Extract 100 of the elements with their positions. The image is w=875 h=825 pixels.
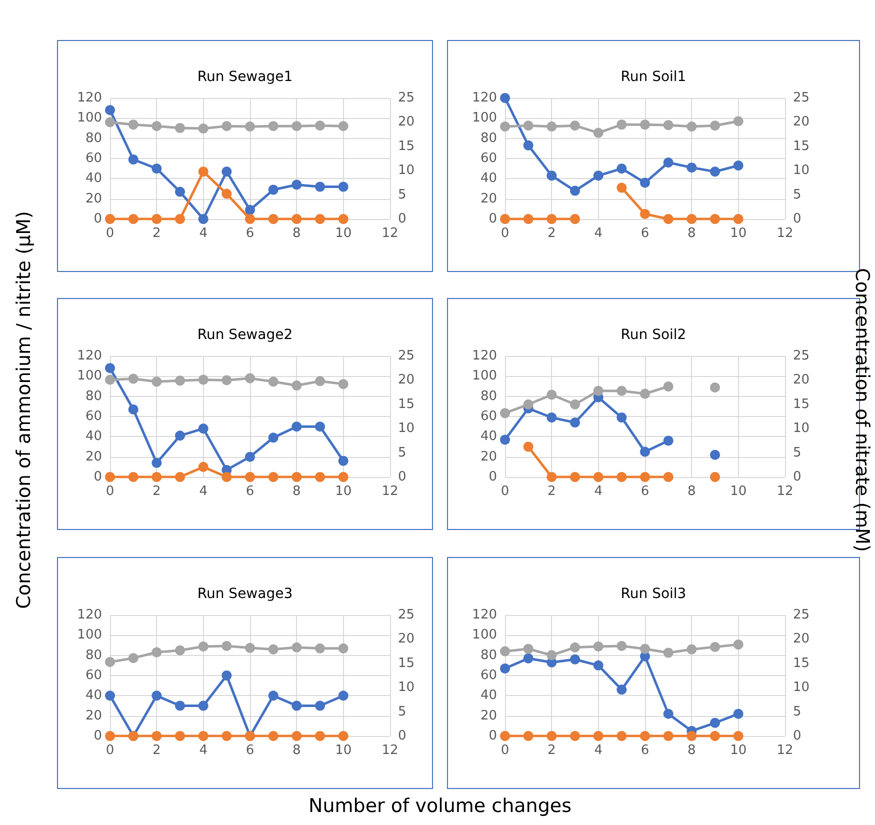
point <box>245 452 255 462</box>
y-tick-label: 0 <box>488 728 497 744</box>
y-tick-label: 60 <box>85 409 102 424</box>
point <box>222 188 232 199</box>
point <box>152 647 162 658</box>
point <box>593 170 604 181</box>
point <box>105 105 115 116</box>
y-tick-label: 40 <box>480 688 497 704</box>
point <box>175 376 185 386</box>
point <box>292 180 302 190</box>
point <box>338 731 348 741</box>
point <box>686 162 697 173</box>
y-tick-label: 20 <box>480 708 497 724</box>
point <box>500 434 510 445</box>
point <box>198 166 208 177</box>
point <box>616 182 627 193</box>
point <box>152 121 162 132</box>
y2-tick-label: 0 <box>398 470 406 484</box>
point <box>268 432 278 443</box>
point <box>686 122 697 132</box>
point <box>686 214 697 224</box>
point <box>593 128 604 138</box>
x-tick-label: 4 <box>594 743 602 758</box>
point <box>523 399 534 410</box>
y-tick-label: 60 <box>480 151 497 166</box>
x-tick-label: 12 <box>382 226 398 241</box>
point <box>105 214 115 224</box>
point <box>315 182 325 192</box>
y2-tick-label: 10 <box>398 421 415 436</box>
chart-title: Run Soil2 <box>620 327 686 343</box>
y-tick-label: 100 <box>472 110 497 126</box>
x-tick-label: 0 <box>500 484 510 499</box>
point <box>663 381 674 392</box>
point <box>245 204 255 215</box>
point <box>245 214 255 224</box>
x-tick-label: 6 <box>640 484 650 499</box>
point <box>315 120 325 131</box>
y-tick-label: 0 <box>488 212 497 226</box>
point <box>663 120 674 130</box>
point <box>222 121 232 132</box>
point <box>616 412 627 423</box>
point <box>616 684 627 695</box>
point <box>222 375 232 386</box>
point <box>105 656 115 667</box>
point <box>500 646 510 656</box>
point <box>105 363 115 374</box>
point <box>338 456 348 466</box>
y-tick-label: 20 <box>85 449 102 464</box>
x-tick-label: 6 <box>246 743 254 758</box>
y2-tick-label: 25 <box>398 348 415 364</box>
y-tick-label: 80 <box>480 648 497 663</box>
point <box>105 472 115 482</box>
point <box>338 182 348 192</box>
y2-tick-label: 15 <box>398 656 415 671</box>
y-tick-label: 80 <box>480 388 497 404</box>
point <box>593 660 604 670</box>
point <box>315 731 325 741</box>
point <box>315 700 325 711</box>
point <box>222 640 232 651</box>
point <box>222 472 232 482</box>
point <box>198 214 208 224</box>
point <box>268 214 278 224</box>
point <box>733 731 744 741</box>
point <box>546 472 557 482</box>
y2-tick-label: 20 <box>793 372 810 388</box>
y-tick-label: 80 <box>85 388 102 404</box>
point <box>268 644 278 654</box>
point <box>245 472 255 482</box>
point <box>570 186 580 196</box>
y2-tick-label: 0 <box>793 470 802 484</box>
point <box>710 472 720 482</box>
point <box>198 700 208 711</box>
point <box>152 458 162 468</box>
point <box>686 644 697 654</box>
x-tick-label: 6 <box>246 484 254 499</box>
x-tick-label: 2 <box>548 226 556 241</box>
y2-tick-label: 0 <box>793 728 802 744</box>
point <box>292 642 302 652</box>
point <box>268 690 278 701</box>
x-tick-label: 0 <box>500 226 510 241</box>
y-tick-label: 80 <box>480 130 497 146</box>
point <box>175 430 185 441</box>
point <box>570 214 580 224</box>
point <box>222 731 232 741</box>
y-tick-label: 0 <box>94 470 102 484</box>
x-tick-label: 2 <box>152 484 161 499</box>
point <box>128 120 138 130</box>
point <box>315 422 325 432</box>
point <box>500 93 510 103</box>
point <box>245 642 255 653</box>
chart-title: Run Sewage1 <box>197 69 293 85</box>
y2-tick-label: 20 <box>793 632 810 647</box>
point <box>640 472 650 482</box>
point <box>710 731 720 741</box>
y-tick-label: 0 <box>94 728 102 744</box>
point <box>523 120 534 131</box>
x-tick-label: 10 <box>335 226 352 241</box>
point <box>105 731 115 741</box>
y2-tick-label: 25 <box>793 608 810 622</box>
point <box>710 120 720 131</box>
